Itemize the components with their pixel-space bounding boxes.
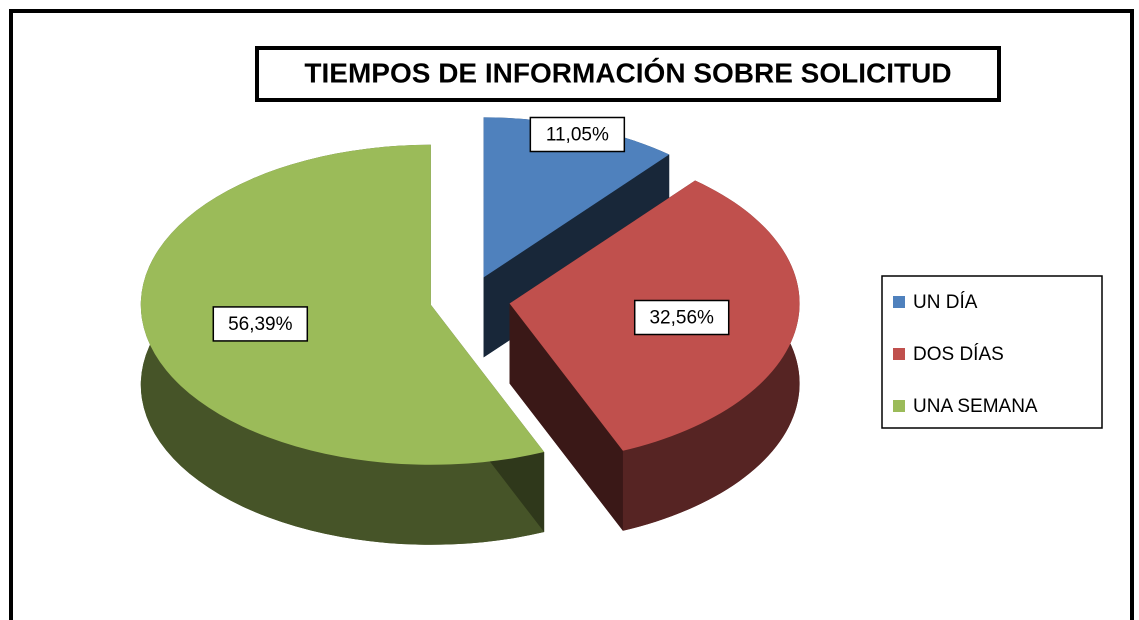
legend-label: UNA SEMANA: [913, 396, 1038, 417]
data-label: 11,05%: [546, 125, 609, 146]
chart-title: TIEMPOS DE INFORMACIÓN SOBRE SOLICITUD: [304, 57, 951, 88]
data-label: 32,56%: [649, 308, 714, 329]
data-label: 56,39%: [228, 314, 293, 335]
data-label-box: [212, 306, 309, 342]
legend-box: [881, 275, 1103, 429]
legend-swatch: [893, 400, 905, 412]
legend-swatch: [893, 296, 905, 308]
legend-label: UN DÍA: [913, 292, 978, 313]
pie-slice: [483, 117, 670, 278]
legend-label: DOS DÍAS: [913, 344, 1004, 365]
slice-wall: [509, 303, 623, 531]
data-label-box: [633, 299, 730, 336]
legend-swatch: [893, 348, 905, 360]
data-label-box: [529, 116, 626, 153]
title-box: [255, 46, 1001, 102]
pie-slice: [140, 144, 545, 465]
